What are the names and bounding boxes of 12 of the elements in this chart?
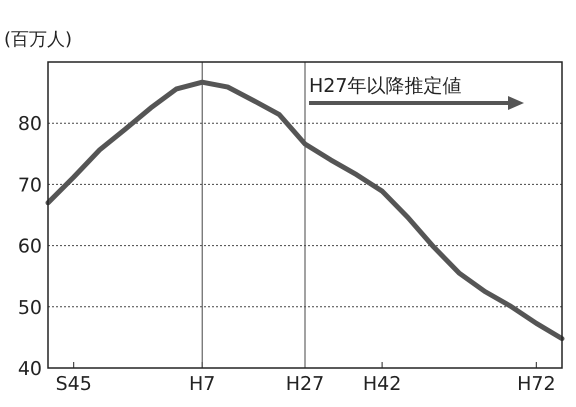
y-tick-label: 40 [18, 358, 42, 380]
y-tick-label: 50 [18, 296, 42, 319]
y-axis-title: (百万人) [4, 29, 72, 50]
x-tick-label: H72 [517, 373, 556, 395]
x-tick-label: H42 [362, 373, 402, 395]
y-tick-label: 70 [18, 174, 42, 196]
y-tick-label: 80 [18, 113, 42, 136]
x-tick-label: H7 [189, 373, 216, 395]
x-tick-label: S45 [56, 373, 92, 395]
ref-line-label: H27年以降推定値 [309, 75, 462, 97]
y-tick-label: 60 [18, 236, 42, 258]
x-tick-label: H27 [286, 373, 324, 395]
